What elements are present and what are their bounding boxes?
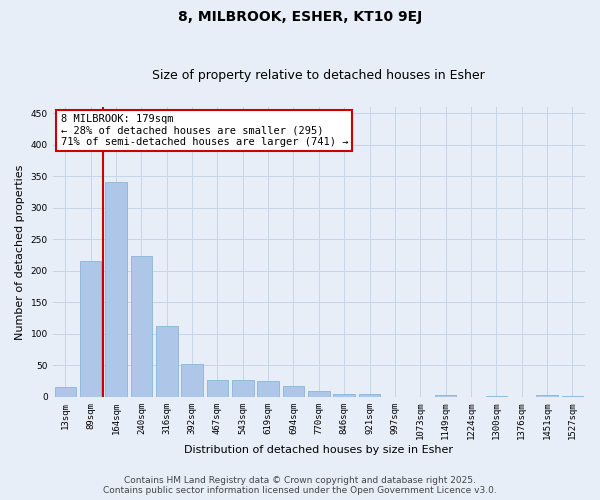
Bar (283, 386, 304, 397)
Bar (536, 395, 558, 397)
Bar (156, 326, 178, 397)
Bar (206, 380, 228, 397)
Text: Contains HM Land Registry data © Crown copyright and database right 2025.
Contai: Contains HM Land Registry data © Crown c… (103, 476, 497, 495)
Y-axis label: Number of detached properties: Number of detached properties (15, 164, 25, 340)
X-axis label: Distribution of detached houses by size in Esher: Distribution of detached houses by size … (184, 445, 454, 455)
Bar (131, 256, 152, 397)
Title: Size of property relative to detached houses in Esher: Size of property relative to detached ho… (152, 69, 485, 82)
Bar (435, 395, 457, 397)
Bar (257, 381, 279, 397)
Bar (232, 380, 254, 397)
Bar (80, 260, 101, 397)
Bar (308, 392, 329, 397)
Bar (55, 388, 76, 397)
Text: 8 MILBROOK: 179sqm
← 28% of detached houses are smaller (295)
71% of semi-detach: 8 MILBROOK: 179sqm ← 28% of detached hou… (61, 114, 348, 147)
Bar (105, 182, 127, 397)
Bar (562, 396, 583, 397)
Bar (334, 394, 355, 397)
Bar (359, 394, 380, 397)
Text: 8, MILBROOK, ESHER, KT10 9EJ: 8, MILBROOK, ESHER, KT10 9EJ (178, 10, 422, 24)
Bar (181, 364, 203, 397)
Bar (485, 396, 507, 397)
